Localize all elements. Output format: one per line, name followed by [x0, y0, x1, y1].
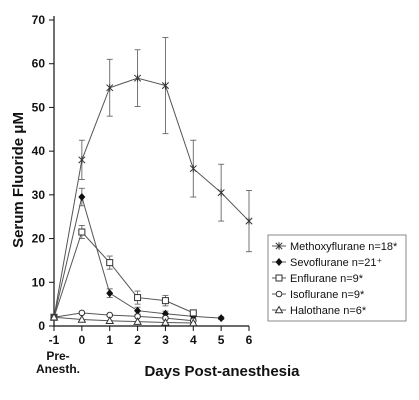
- data-point: [189, 309, 197, 317]
- x-tick-label: 5: [218, 333, 225, 347]
- data-point: [106, 259, 114, 267]
- y-tick-label: 30: [32, 188, 46, 202]
- x-tick-label: -1: [49, 333, 60, 347]
- legend-label: Sevoflurane n=21⁺: [290, 257, 383, 269]
- marker-shape: [275, 274, 283, 282]
- series-asterisk: [50, 37, 253, 321]
- x-tick-label: 4: [190, 333, 197, 347]
- data-point: [133, 317, 142, 325]
- legend-box: [267, 234, 407, 322]
- series-triangle: [49, 312, 198, 327]
- data-point: [217, 314, 225, 323]
- x-tick-label: 6: [246, 333, 253, 347]
- y-tick-label: 50: [32, 100, 46, 114]
- data-point: [78, 309, 86, 317]
- plot-area: [49, 37, 253, 327]
- data-point: [78, 156, 86, 164]
- x-tick-label: 2: [134, 333, 141, 347]
- marker-shape: [77, 314, 87, 323]
- legend-label: Halothane n=6*: [290, 305, 367, 317]
- data-point: [161, 81, 169, 90]
- marker-shape: [134, 294, 142, 302]
- data-point: [106, 289, 114, 298]
- data-point: [188, 318, 198, 327]
- marker-shape: [78, 309, 86, 317]
- y-tick-label: 10: [32, 275, 46, 289]
- data-point: [161, 317, 170, 326]
- data-point: [78, 228, 86, 236]
- data-point: [106, 84, 114, 92]
- y-tick-label: 60: [32, 57, 46, 71]
- marker-shape: [134, 306, 142, 315]
- series-line: [53, 312, 194, 322]
- data-point: [134, 74, 142, 82]
- legend-label: Enflurane n=9*: [290, 273, 364, 285]
- y-tick-label: 20: [32, 232, 46, 246]
- series-square: [50, 225, 197, 321]
- legend-marker: [275, 274, 283, 282]
- axes: [53, 16, 249, 327]
- marker-shape: [78, 193, 86, 202]
- legend-marker: [275, 258, 283, 266]
- x-sub-label: Pre-: [46, 349, 69, 363]
- y-axis-title: Serum Fluoride μM: [10, 112, 27, 248]
- y-tick-label: 0: [38, 319, 45, 333]
- data-point: [245, 217, 253, 225]
- x-tick-label: 0: [79, 333, 86, 347]
- marker-shape: [189, 309, 197, 317]
- series-line: [53, 231, 194, 318]
- series-line: [53, 316, 194, 324]
- x-axis-title: Days Post-anesthesia: [144, 363, 300, 380]
- data-point: [161, 297, 169, 305]
- data-point: [134, 306, 142, 315]
- marker-shape: [161, 297, 169, 305]
- marker-shape: [49, 312, 59, 321]
- y-tick-label: 70: [32, 13, 46, 27]
- y-tick-label: 40: [32, 144, 46, 158]
- marker-shape: [217, 314, 225, 323]
- marker-shape: [106, 259, 114, 267]
- x-tick-label: 3: [162, 333, 169, 347]
- legend-marker: [275, 290, 283, 298]
- data-point: [105, 316, 115, 325]
- data-point: [78, 193, 86, 202]
- data-point: [134, 294, 142, 302]
- legend-marker: [275, 242, 283, 250]
- ticks: 0 10 20 30 40 50 60 70 -1 0 1 2 3 4 5 6 Pre-Anesth.: [32, 13, 253, 376]
- legend-marker: [274, 305, 284, 314]
- marker-shape: [105, 316, 115, 325]
- data-point: [49, 312, 59, 321]
- marker-shape: [133, 317, 142, 325]
- marker-shape: [106, 289, 114, 298]
- marker-shape: [275, 258, 283, 266]
- marker-shape: [78, 228, 86, 236]
- legend: Methoxyflurane n=18* Sevoflurane n=21⁺ Enf…: [267, 234, 407, 322]
- series-line: [53, 77, 250, 318]
- marker-shape: [188, 318, 198, 327]
- legend-label: Isoflurane n=9*: [290, 289, 365, 301]
- data-point: [77, 314, 87, 323]
- marker-shape: [274, 305, 284, 314]
- marker-shape: [161, 317, 170, 326]
- x-sub-label: Anesth.: [36, 362, 80, 376]
- data-point: [189, 164, 197, 173]
- marker-shape: [275, 290, 283, 298]
- x-tick-label: 1: [106, 333, 113, 347]
- legend-label: Methoxyflurane n=18*: [290, 241, 398, 253]
- data-point: [217, 188, 225, 197]
